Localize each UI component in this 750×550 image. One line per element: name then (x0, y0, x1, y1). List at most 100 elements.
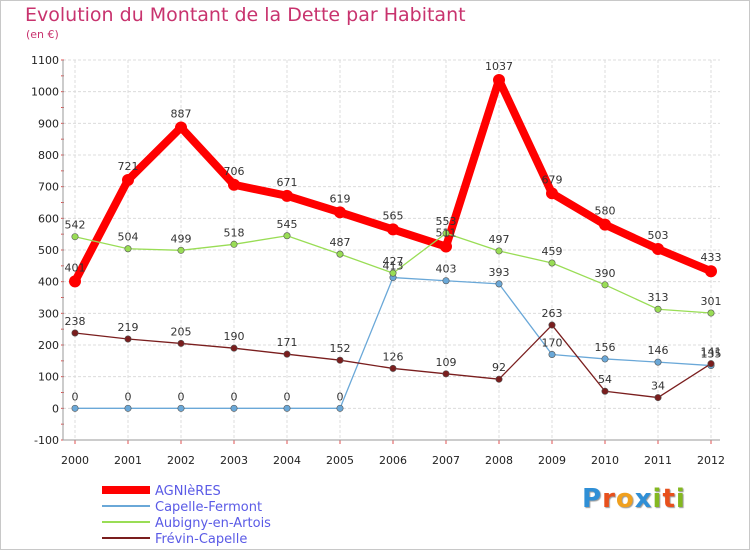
data-label: 0 (178, 390, 185, 403)
data-label: 403 (436, 263, 457, 276)
x-tick-label: 2011 (644, 454, 672, 467)
data-point (283, 232, 291, 240)
data-point (654, 358, 662, 366)
data-point (124, 245, 132, 253)
data-label: 219 (118, 321, 139, 334)
data-point (334, 206, 346, 219)
data-point (546, 187, 558, 200)
data-label: 553 (436, 215, 457, 228)
data-label: 390 (595, 267, 616, 280)
y-tick-label: 1100 (31, 54, 59, 67)
y-tick-label: 200 (38, 339, 59, 352)
data-label: 146 (648, 344, 669, 357)
data-point (548, 259, 556, 267)
logo-letter: x (634, 484, 653, 514)
data-label: 542 (65, 219, 86, 232)
data-label: 679 (542, 173, 563, 186)
data-label: 34 (651, 380, 665, 393)
series-lines (69, 73, 717, 412)
legend-label: Aubigny-en-Artois (155, 516, 271, 531)
logo-letter: t (662, 484, 676, 514)
data-label: 0 (231, 390, 238, 403)
data-labels: 401 721 887 706 671 619 565 511 1037 679 580 503 433… (65, 60, 722, 403)
data-label: 54 (598, 373, 612, 386)
data-point (124, 335, 132, 343)
y-tick-label: 800 (38, 149, 59, 162)
data-point (493, 73, 505, 86)
y-tick-label: 300 (38, 307, 59, 320)
data-label: 126 (383, 350, 404, 363)
y-tick-label: -100 (34, 434, 59, 447)
data-label: 401 (65, 261, 86, 274)
x-tick-label: 2009 (538, 454, 566, 467)
proxiti-logo: Proxiti (582, 484, 686, 514)
x-tick-label: 2005 (326, 454, 354, 467)
chart-subtitle: (en €) (26, 28, 59, 41)
data-point (230, 404, 238, 412)
x-tick-label: 2012 (697, 454, 725, 467)
data-point (336, 356, 344, 364)
chart-title: Evolution du Montant de la Dette par Hab… (25, 4, 466, 26)
y-tick-label: 900 (38, 117, 59, 130)
x-tick-label: 2003 (220, 454, 248, 467)
logo-letter: o (615, 484, 635, 514)
y-tick-label: 0 (52, 402, 59, 415)
data-label: 135 (701, 348, 722, 361)
x-tick-label: 2002 (167, 454, 195, 467)
data-label: 504 (118, 231, 139, 244)
x-tick-label: 2001 (114, 454, 142, 467)
data-point (336, 250, 344, 258)
data-point (175, 121, 187, 134)
data-point (654, 305, 662, 313)
legend-label: AGNIèRES (155, 484, 221, 499)
data-label: 393 (489, 266, 510, 279)
data-point (71, 329, 79, 337)
x-tick-label: 2010 (591, 454, 619, 467)
data-point (707, 309, 715, 317)
data-point (336, 404, 344, 412)
data-point (71, 404, 79, 412)
y-tick-label: 100 (38, 371, 59, 384)
data-point (69, 275, 81, 288)
logo-letter: P (582, 484, 603, 514)
data-label: 0 (72, 390, 79, 403)
data-point (495, 247, 503, 255)
data-point (228, 178, 240, 191)
data-label: 580 (595, 205, 616, 218)
legend-label: Frévin-Capelle (155, 532, 247, 547)
data-point (71, 233, 79, 241)
data-label: 887 (171, 107, 192, 120)
data-label: 706 (224, 165, 245, 178)
y-tick-label: 1000 (31, 86, 59, 99)
data-label: 518 (224, 226, 245, 239)
data-point (495, 280, 503, 288)
data-point (177, 339, 185, 347)
x-tick-label: 2007 (432, 454, 460, 467)
y-tick-label: 700 (38, 181, 59, 194)
data-label: 156 (595, 341, 616, 354)
data-label: 109 (436, 356, 457, 369)
logo-letter: i (652, 484, 663, 514)
data-point (230, 240, 238, 248)
data-point (654, 394, 662, 402)
data-point (389, 364, 397, 372)
data-label: 511 (436, 227, 457, 240)
data-point (442, 229, 450, 237)
x-tick-label: 2000 (61, 454, 89, 467)
data-point (601, 355, 609, 363)
data-label: 141 (701, 346, 722, 359)
axes: -100010020030040050060070080090010001100… (31, 54, 725, 467)
data-label: 413 (383, 260, 404, 273)
data-point (281, 189, 293, 202)
data-label: 1037 (485, 60, 513, 73)
data-point (124, 404, 132, 412)
data-label: 0 (125, 390, 132, 403)
data-label: 499 (171, 232, 192, 245)
data-label: 565 (383, 209, 404, 222)
y-tick-label: 400 (38, 276, 59, 289)
logo-letter: i (675, 484, 686, 514)
data-point (177, 404, 185, 412)
x-tick-label: 2008 (485, 454, 513, 467)
data-label: 487 (330, 236, 351, 249)
data-label: 433 (701, 251, 722, 264)
